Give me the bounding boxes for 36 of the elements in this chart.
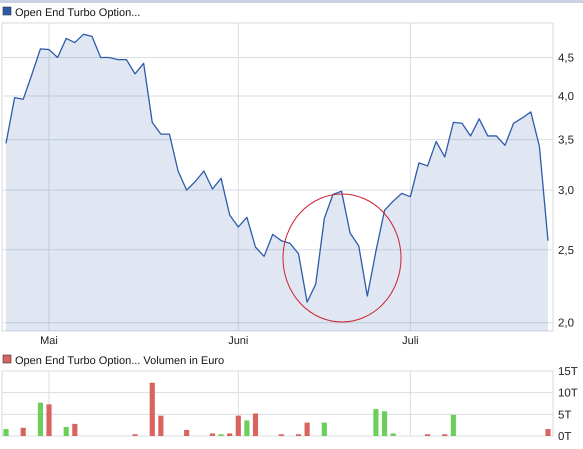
bar — [545, 429, 551, 436]
bar — [322, 422, 327, 436]
bar — [210, 433, 216, 436]
bar — [304, 422, 310, 436]
x-tick-label: Juni — [228, 335, 248, 347]
bar — [390, 433, 396, 436]
bar — [450, 414, 456, 436]
bar — [3, 429, 9, 436]
bar — [184, 430, 190, 436]
bar — [236, 416, 241, 436]
y-tick-label: 2,5 — [558, 244, 574, 257]
bar — [244, 420, 250, 436]
bar — [20, 428, 26, 436]
bar — [46, 404, 52, 436]
legend-label: Open End Turbo Option... — [15, 6, 140, 19]
y-tick-label: 2,0 — [558, 318, 574, 330]
bar — [227, 433, 232, 436]
x-tick-label: Mai — [40, 335, 58, 347]
bar — [373, 409, 379, 436]
bar — [252, 413, 258, 436]
y-tick-label: 3,5 — [558, 134, 574, 147]
bar — [150, 382, 155, 436]
y-tick-label: 4,5 — [558, 52, 574, 64]
legend-label: Open End Turbo Option... Volumen in Euro — [15, 354, 224, 367]
x-tick-label: Juli — [402, 335, 419, 347]
y-tick-label: 5T — [558, 409, 572, 422]
bar — [382, 411, 388, 436]
y-tick-label: 10T — [558, 388, 578, 400]
bar — [64, 426, 69, 436]
y-tick-label: 4,0 — [558, 91, 574, 104]
bar — [72, 424, 78, 436]
y-tick-label: 3,0 — [558, 185, 574, 198]
bar — [38, 402, 43, 436]
y-tick-label: 0T — [558, 431, 572, 444]
y-tick-label: 15T — [558, 366, 578, 378]
bar — [158, 416, 164, 436]
